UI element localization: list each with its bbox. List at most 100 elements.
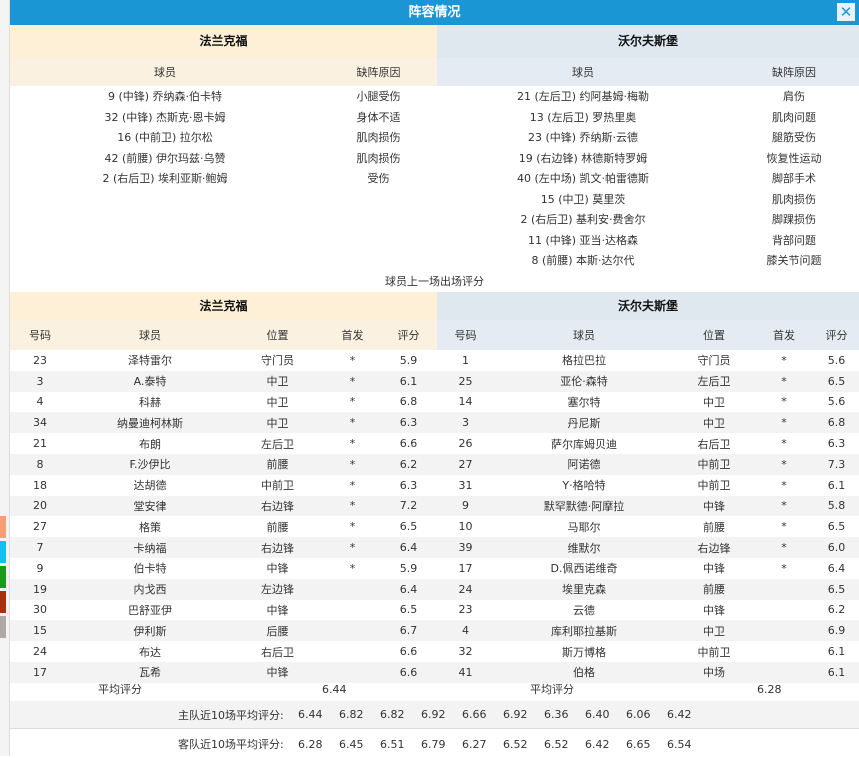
- player-no: 4: [36, 395, 44, 409]
- player-pos: 中锋: [266, 562, 289, 576]
- home-injuries: 法兰克福 球员 缺阵原因 9 (中锋) 乔纳森·伯卡特 小腿受伤 32 (中锋) 杰斯…: [10, 25, 437, 189]
- average-row: 平均评分 6.44 平均评分 6.28: [10, 680, 859, 700]
- player-no: 14: [458, 395, 473, 409]
- injured-player: 42 (前腰) 伊尔玛兹·乌赞: [104, 151, 226, 165]
- player-score: 6.8: [399, 395, 418, 409]
- player-player: 卡纳福: [133, 541, 167, 555]
- injured-player: 23 (中锋) 乔纳斯·云德: [527, 131, 639, 145]
- injury-reason: 身体不适: [356, 110, 401, 124]
- player-score: 7.3: [827, 457, 846, 471]
- col-no: 号码: [454, 329, 477, 342]
- injured-player: 13 (左后卫) 罗热里奥: [529, 110, 637, 124]
- player-start: *: [781, 520, 787, 534]
- player-player: 泽特雷尔: [128, 354, 172, 368]
- player-no: 27: [33, 520, 47, 534]
- recent-rating: 6.42: [667, 708, 692, 721]
- player-player: 布朗: [139, 437, 161, 451]
- player-player: 埃里克森: [562, 583, 606, 597]
- rating-row: 23 云德 中锋 6.2: [437, 600, 859, 621]
- player-pos: 前腰: [266, 458, 289, 472]
- recent-rating: 6.79: [421, 737, 446, 751]
- player-score: 6.5: [827, 582, 846, 596]
- injury-reason: 肌肉问题: [772, 110, 816, 124]
- player-player: 丹尼斯: [567, 416, 601, 430]
- player-player: F.沙伊比: [129, 458, 171, 472]
- player-start: *: [781, 561, 787, 575]
- rating-row: 25 亚伦·森特 左后卫 * 6.5: [437, 370, 859, 392]
- player-no: 34: [33, 416, 47, 430]
- player-player: 达胡德: [133, 479, 167, 493]
- col-start: 首发: [341, 329, 364, 342]
- player-score: 6.4: [399, 582, 418, 596]
- injury-reason: 肩伤: [783, 90, 805, 104]
- home-recent-label: 主队近10场平均评分:: [178, 708, 284, 722]
- player-score: 6.5: [827, 374, 846, 388]
- player-player: 布达: [139, 645, 161, 659]
- col-score: 评分: [825, 329, 848, 342]
- player-player: 伊利斯: [133, 624, 167, 638]
- player-no: 9: [36, 561, 44, 575]
- player-pos: 右后卫: [697, 437, 731, 451]
- rating-row: 9 伯卡特 中锋 * 5.9: [10, 558, 437, 579]
- rating-row: 1 格拉巴拉 守门员 * 5.6: [437, 350, 859, 371]
- player-pos: 右边锋: [697, 541, 731, 555]
- player-score: 5.6: [827, 395, 846, 409]
- close-icon[interactable]: ✕: [837, 3, 855, 21]
- player-pos: 中锋: [703, 499, 725, 513]
- rating-row: 31 Y·格哈特 中前卫 * 6.1: [437, 475, 859, 496]
- player-pos: 左边锋: [261, 583, 294, 597]
- col-score: 评分: [397, 329, 420, 342]
- rating-row: 15 伊利斯 后腰 6.7: [10, 620, 437, 642]
- recent-rating: 6.65: [626, 737, 651, 751]
- recent-rating: 6.40: [585, 708, 610, 721]
- rating-row: 14 塞尔特 中卫 * 5.6: [437, 392, 859, 413]
- player-player: 马耶尔: [567, 520, 601, 534]
- recent-rating: 6.66: [462, 708, 487, 721]
- player-pos: 后腰: [266, 624, 289, 638]
- injured-player: 11 (中锋) 亚当·达格森: [527, 233, 639, 247]
- injury-row: 11 (中锋) 亚当·达格森 背部问题: [437, 230, 859, 251]
- player-score: 5.6: [827, 353, 846, 367]
- player-no: 31: [458, 478, 473, 492]
- player-score: 5.9: [399, 561, 418, 575]
- player-player: D.佩西诺维奇: [550, 562, 618, 576]
- recent-rating: 6.51: [380, 737, 405, 751]
- player-start: *: [781, 541, 787, 555]
- rating-row: 21 布朗 左后卫 * 6.6: [10, 433, 437, 454]
- player-no: 9: [462, 499, 469, 513]
- player-score: 5.8: [827, 499, 846, 513]
- rating-row: 10 马耶尔 前腰 * 6.5: [437, 516, 859, 537]
- player-player: 堂安律: [133, 499, 167, 513]
- player-pos: 中前卫: [261, 479, 294, 493]
- rating-row: 30 巴舒亚伊 中锋 6.5: [10, 600, 437, 621]
- injury-reason: 背部问题: [772, 233, 816, 247]
- injured-player: 32 (中锋) 杰斯克·恩卡姆: [104, 110, 226, 124]
- player-score: 6.2: [399, 457, 418, 471]
- player-pos: 右后卫: [261, 645, 294, 659]
- player-no: 32: [458, 645, 473, 659]
- player-no: 26: [458, 437, 473, 451]
- injured-player: 8 (前腰) 本斯·达尔代: [531, 254, 635, 268]
- injury-row: 2 (右后卫) 埃利亚斯·鲍姆 受伤: [10, 168, 437, 189]
- player-start: *: [781, 395, 787, 409]
- player-score: 6.8: [827, 416, 846, 430]
- player-no: 23: [33, 353, 47, 367]
- player-pos: 左后卫: [261, 437, 294, 451]
- injured-player: 15 (中卫) 莫里茨: [540, 192, 626, 206]
- injured-player: 16 (中前卫) 拉尔松: [117, 131, 213, 145]
- injury-row: 19 (右边锋) 林德斯特罗姆 恢复性运动: [437, 148, 859, 169]
- rating-row: 24 布达 右后卫 6.6: [10, 641, 437, 662]
- injury-reason: 肌肉损伤: [772, 192, 816, 206]
- player-player: 纳曼迪柯林斯: [117, 416, 183, 430]
- home-team-name: 法兰克福: [10, 25, 437, 58]
- player-player: 亚伦·森特: [560, 375, 608, 389]
- player-score: 6.1: [399, 374, 418, 388]
- recent-rating: 6.92: [421, 708, 446, 721]
- col-reason: 缺阵原因: [772, 66, 816, 79]
- player-pos: 前腰: [703, 520, 725, 534]
- injury-reason: 脚部手术: [772, 172, 816, 186]
- injury-row: 2 (右后卫) 基利安·费舍尔 脚踝损伤: [437, 209, 859, 230]
- recent-rating: 6.06: [626, 708, 651, 721]
- rating-row: 27 阿诺德 中前卫 * 7.3: [437, 453, 859, 475]
- player-score: 6.6: [399, 645, 418, 659]
